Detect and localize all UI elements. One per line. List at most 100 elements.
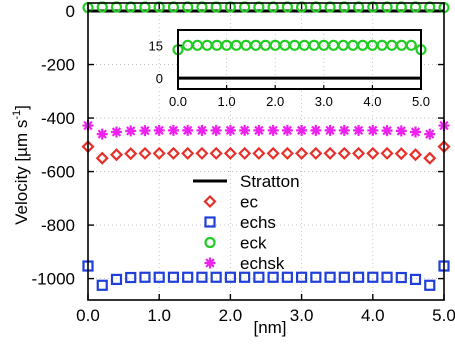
x-tick-label: 1.0 [147,306,171,325]
point-echs [139,271,151,283]
point-echs [96,279,108,291]
legend-item-echsk: echsk [204,254,285,273]
point-echsk [367,124,379,136]
inset-x-tick-label: 0.0 [169,94,187,109]
point-ec [223,146,237,160]
point-ec [295,146,309,160]
legend-item-echs: echs [204,213,276,232]
inset-y-tick-label: 15 [149,38,163,53]
point-echs [210,271,222,283]
inset-x-tick-label: 5.0 [412,94,430,109]
point-ec [181,146,195,160]
point-ec [323,146,337,160]
x-tick-label: 5.0 [432,306,455,325]
inset-x-tick-label: 4.0 [363,94,381,109]
point-ec [280,146,294,160]
x-tick-label: 4.0 [361,306,385,325]
point-echsk [196,124,208,136]
point-echs [110,273,123,285]
point-echsk [267,124,279,136]
legend-marker-echsk [204,257,216,269]
point-ec [380,146,394,160]
main-axes: 0.0 1.0 2.0 3.0 4.0 5.0 0 -200 -400 -600 -800 -1000 [32,2,455,325]
series-echs [82,260,450,291]
point-echsk [167,124,179,136]
point-echs [395,271,407,284]
point-echs [381,271,393,283]
point-echsk [296,124,308,136]
point-ec [152,146,166,160]
point-echs [424,279,436,291]
inset-y-tick-label: 0 [156,71,163,86]
inset-point-eck [405,39,417,51]
point-echsk [353,124,365,136]
point-echs [352,271,365,283]
point-echs [310,271,322,283]
point-echs [267,271,279,283]
point-ec [109,148,124,162]
x-axis-label: [nm] [253,318,286,337]
main-frame [87,2,445,301]
point-echsk [153,124,165,136]
axis-labels: [nm] Velocity [µm s-1] [11,105,287,337]
x-tick-label: 3.0 [290,306,314,325]
point-ec [352,146,366,160]
inset-background [178,30,421,89]
point-echsk [125,125,137,137]
y-tick-label: -800 [41,216,75,235]
point-echsk [338,124,350,136]
point-echs [281,271,293,283]
point-echsk [281,124,293,136]
point-ec [209,146,223,160]
point-ec [408,148,423,162]
point-ec [166,146,180,160]
y-tick-label: -200 [41,56,75,75]
point-ec [238,146,252,160]
point-echsk [395,125,407,137]
point-echsk [110,126,122,138]
inset-x-tick-label: 2.0 [266,94,284,109]
y-tick-label: -1000 [32,270,75,289]
point-echs [224,271,236,283]
series-echsk [82,120,450,140]
point-echsk [210,124,222,136]
legend-marker-eck [204,236,216,249]
point-echs [253,271,265,283]
point-echsk [182,124,194,136]
point-ec [195,146,209,160]
point-echs [167,271,180,283]
point-ec [394,147,408,161]
y-axis-label-exponent: -1 [11,110,23,120]
legend-label: echs [240,213,276,232]
point-echs [367,271,379,283]
point-echsk [410,126,422,138]
legend-item-ec: ec [203,193,258,212]
point-echs [239,271,251,283]
legend-item-eck: eck [204,234,267,253]
legend-marker-ec [203,194,217,209]
point-echsk [310,124,322,136]
series-ec [81,140,451,165]
point-echs [125,271,137,284]
point-ec [423,151,437,165]
point-echsk [253,124,265,136]
point-echsk [224,124,236,136]
x-tick-label: 0.0 [76,306,100,325]
legend-label: Stratton [240,172,300,191]
point-echs [182,271,194,283]
legend-label: ec [240,193,258,212]
legend-label: echsk [240,254,285,273]
y-axis-label-close: ] [12,105,31,110]
point-ec [337,146,351,160]
inset-x-tick-label: 3.0 [315,94,333,109]
point-ec [266,146,280,160]
point-ec [366,146,380,160]
y-axis-label-unit: µm s [12,120,31,157]
point-echs [153,271,165,283]
legend-item-Stratton: Stratton [193,172,300,191]
y-axis-label: Velocity [µm s-1] [11,105,31,225]
point-echsk [381,125,393,137]
point-ec [252,146,266,160]
